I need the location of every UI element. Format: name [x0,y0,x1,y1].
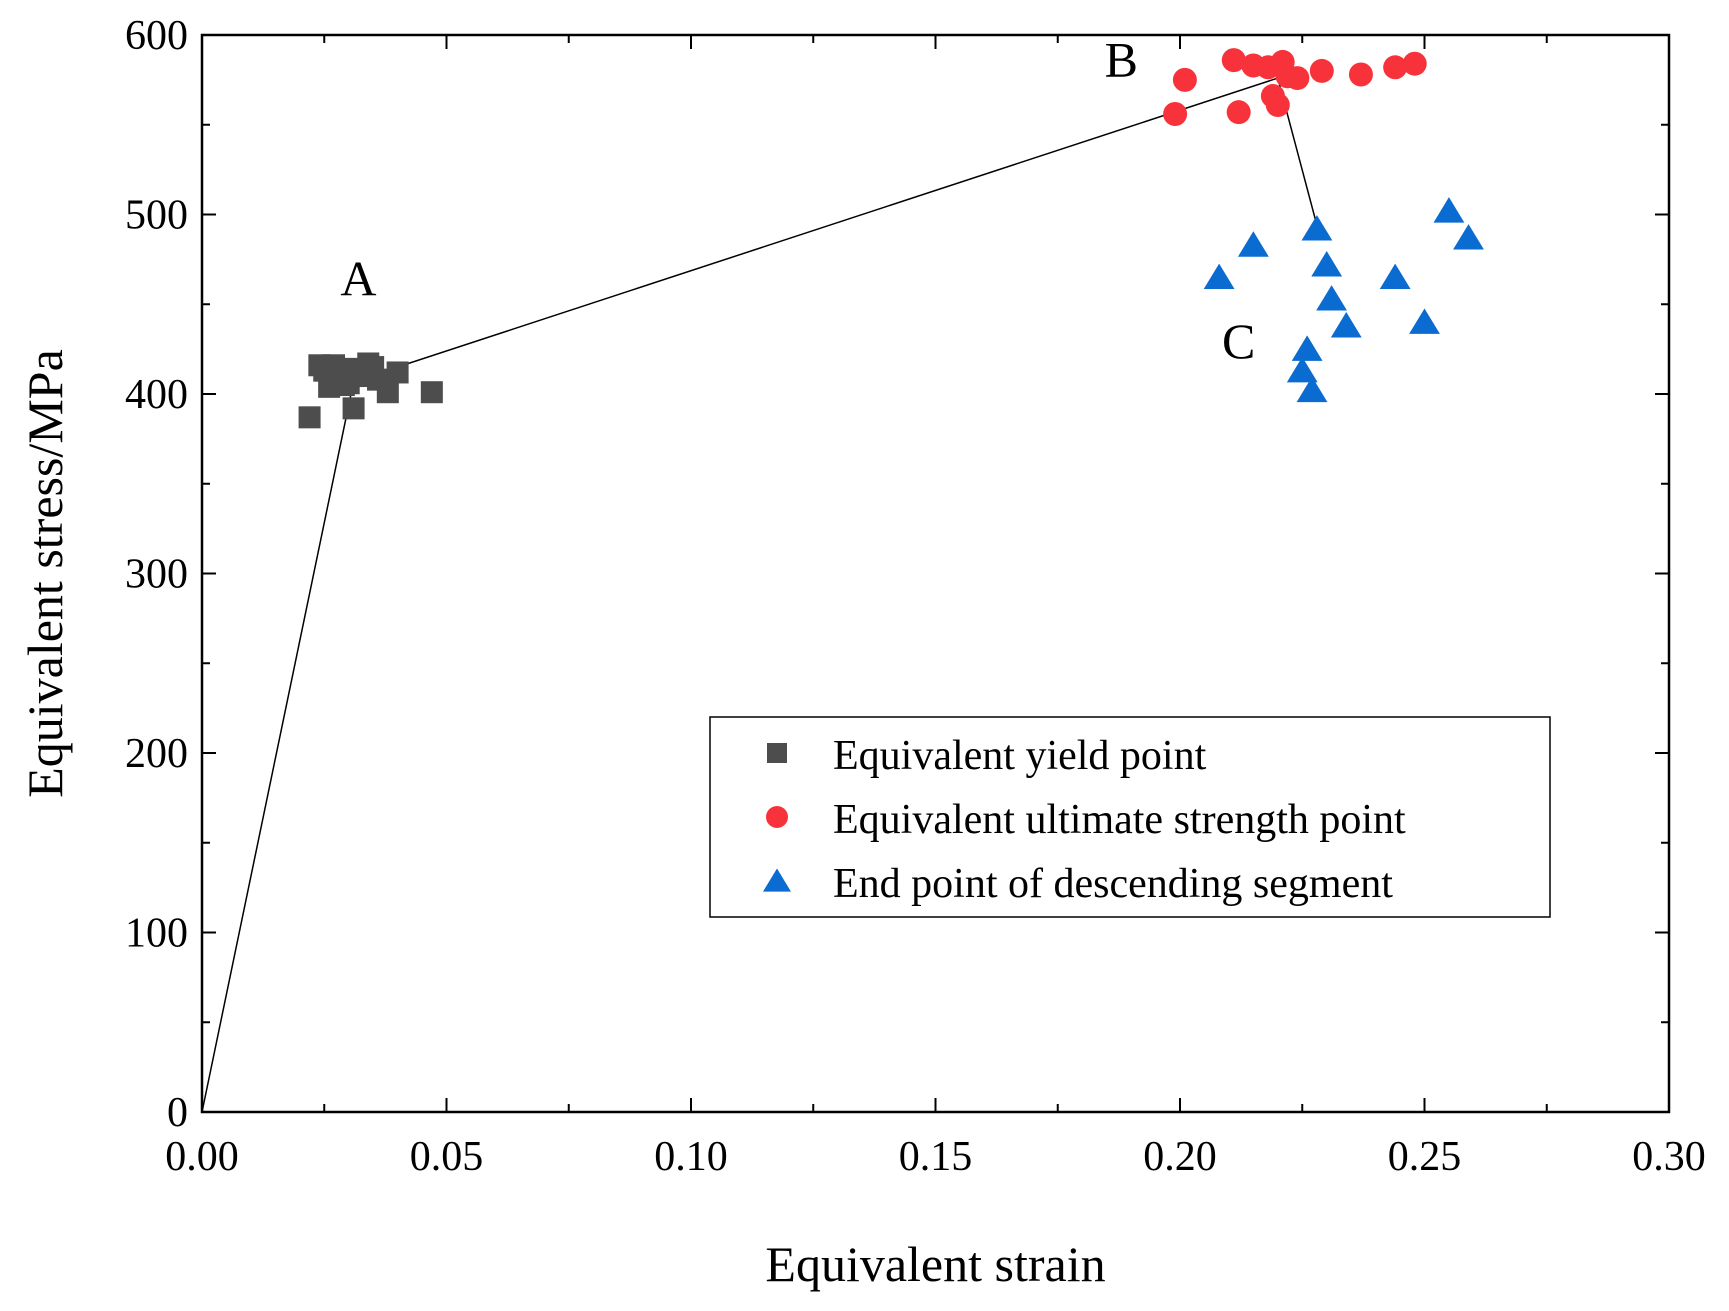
yield-point-marker [337,372,360,395]
yield-point-marker [386,361,409,384]
yield-point-marker [376,381,399,404]
x-tick-label: 0.20 [1143,1134,1217,1180]
descending-end-marker [1301,215,1333,241]
descending-end-marker [1286,356,1318,383]
descending-end-marker [1203,263,1235,290]
x-tick-label: 0.05 [410,1134,484,1180]
descending-end-marker [1311,251,1343,277]
y-tick-label: 200 [125,731,188,777]
yield-point-marker [420,381,443,404]
x-tick-label: 0.30 [1632,1134,1706,1180]
fit-line-layer [201,77,1318,1113]
legend-marker [766,806,788,828]
descending-end-marker [1433,197,1465,223]
descending-end-marker [1237,231,1269,257]
ultimate-strength-marker [1172,67,1197,92]
y-tick-label: 100 [125,911,188,957]
fit-line [201,77,1318,1113]
plot-area-frame [200,33,1671,1114]
descending-end-marker [1330,312,1362,338]
x-tick-label: 0.25 [1388,1134,1462,1180]
descending-end-marker [1291,335,1323,361]
annotation-a: A [340,250,376,306]
descending-end-marker [1409,308,1440,334]
y-tick-label: 400 [125,372,188,418]
annotation-c: C [1222,313,1255,369]
yield-point-marker [313,359,336,382]
legend-entry-yield: Equivalent yield point [833,733,1207,779]
legend-marker [767,743,787,763]
legend-entry-descending: End point of descending segment [833,861,1393,907]
ultimate-strength-marker [1265,93,1290,118]
descending-end-marker [1316,285,1347,311]
y-tick-label: 500 [125,193,188,239]
point-annotations: A B C [340,31,1255,369]
axis-ticks: 0.00 0.05 0.10 0.15 0.20 0.25 0.30 0 100 200 300 40… [125,13,1706,1180]
legend: Equivalent yield point Equivalent ultimat… [709,716,1551,918]
yield-point-marker [342,397,365,420]
descending-end-marker [1453,224,1484,250]
y-tick-label: 300 [125,552,188,598]
y-tick-label: 0 [167,1090,188,1136]
ultimate-strength-marker [1383,55,1408,80]
x-axis-title: Equivalent strain [765,1236,1105,1292]
legend-marker [763,868,791,892]
legend-entry-ultimate: Equivalent ultimate strength point [833,797,1406,843]
ultimate-strength-marker [1309,58,1334,83]
yield-point-marker [298,406,321,429]
x-tick-label: 0.00 [165,1134,239,1180]
legend-box [709,716,1551,918]
ultimate-strength-marker [1226,100,1251,125]
ultimate-strength-marker [1285,66,1310,91]
x-tick-label: 0.15 [899,1134,973,1180]
ultimate-strength-marker [1348,62,1373,87]
y-axis-title: Equivalent stress/MPa [17,349,73,798]
x-tick-label: 0.10 [654,1134,728,1180]
ultimate-strength-marker [1221,48,1246,73]
y-tick-label: 600 [125,13,188,59]
data-marks-layer [298,48,1484,429]
ultimate-strength-marker [1163,101,1188,126]
annotation-b: B [1105,31,1138,87]
ultimate-strength-marker [1402,51,1427,76]
descending-end-marker [1379,263,1411,290]
descending-end-marker [1296,376,1328,403]
